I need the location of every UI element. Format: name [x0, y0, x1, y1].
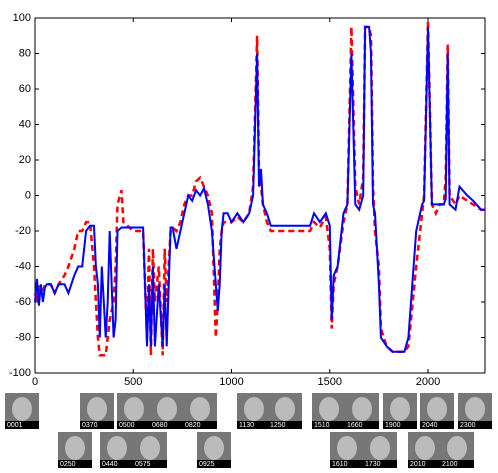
thumbnail-caption-bg	[80, 421, 114, 429]
thumbnail-label: 0370	[82, 422, 98, 429]
thumbnail-caption-bg	[330, 460, 364, 468]
y-tick-label: -60	[15, 296, 31, 308]
y-tick-label: -20	[15, 225, 31, 237]
thumbnail-face	[415, 436, 435, 460]
thumbnail-caption-bg	[458, 421, 492, 429]
thumbnail-face	[244, 397, 264, 421]
thumbnail-label: 0001	[7, 422, 23, 429]
y-tick-label: -100	[9, 367, 31, 379]
thumbnail-face	[140, 436, 160, 460]
y-tick-label: 100	[13, 12, 31, 24]
thumbnail-caption-bg	[383, 421, 417, 429]
plot-frame	[34, 17, 486, 374]
thumbnail-label: 1660	[347, 422, 363, 429]
thumbnail-label: 0500	[119, 422, 135, 429]
thumbnail-face	[319, 397, 339, 421]
x-tick-label: 2000	[416, 376, 440, 388]
y-tick-label: -80	[15, 331, 31, 343]
thumbnail-caption-bg	[183, 421, 217, 429]
thumbnail-caption-bg	[5, 421, 39, 429]
thumbnail-label: 1250	[270, 422, 286, 429]
thumbnail-face	[190, 397, 210, 421]
y-tick-label: 60	[19, 83, 31, 95]
thumbnail-label: 2010	[410, 461, 426, 468]
thumbnail-label: 1510	[314, 422, 330, 429]
thumbnail-caption-bg	[345, 421, 379, 429]
thumbnail-label: 1130	[239, 422, 254, 429]
thumbnail-face	[87, 397, 107, 421]
thumbnail-caption-bg	[150, 421, 184, 429]
thumbnail-label: 0440	[102, 461, 118, 468]
thumbnail-label: 2300	[460, 422, 476, 429]
thumbnail-label: 2100	[442, 461, 458, 468]
thumbnail-face	[447, 436, 467, 460]
y-tick-label: 40	[19, 118, 31, 130]
thumbnail-caption-bg	[312, 421, 346, 429]
thumbnail-label: 1610	[332, 461, 348, 468]
thumbnail-label: 0680	[152, 422, 168, 429]
thumbnail-label: 2040	[422, 422, 438, 429]
thumbnail-caption-bg	[420, 421, 454, 429]
x-tick-label: 500	[124, 376, 142, 388]
thumbnail-face	[275, 397, 295, 421]
thumbnail-label: 1730	[365, 461, 381, 468]
thumbnail-caption-bg	[100, 460, 134, 468]
thumbnail-caption-bg	[440, 460, 474, 468]
thumbnail-caption-bg	[237, 421, 271, 429]
thumbnail-caption-bg	[268, 421, 302, 429]
thumbnail-label: 0820	[185, 422, 201, 429]
x-tick-label: 0	[32, 376, 38, 388]
y-tick-label: 80	[19, 47, 31, 59]
x-tick-label: 1000	[219, 376, 243, 388]
thumbnail-caption-bg	[363, 460, 397, 468]
thumbnail-face	[157, 397, 177, 421]
thumbnail-face	[337, 436, 357, 460]
thumbnail-face	[427, 397, 447, 421]
thumbnail-face	[107, 436, 127, 460]
x-tick-label: 1500	[318, 376, 342, 388]
thumbnail-face	[352, 397, 372, 421]
thumbnail-label: 0575	[135, 461, 151, 468]
thumbnail-face	[65, 436, 85, 460]
thumbnail-face	[465, 397, 485, 421]
thumbnail-caption-bg	[408, 460, 442, 468]
thumbnail-caption-bg	[197, 460, 231, 468]
thumbnail-label: 1900	[385, 422, 401, 429]
y-tick-label: 20	[19, 154, 31, 166]
y-tick-label: 0	[25, 189, 31, 201]
series-line	[34, 25, 485, 353]
thumbnail-face	[390, 397, 410, 421]
thumbnail-label: 0925	[199, 461, 215, 468]
thumbnail-face	[370, 436, 390, 460]
thumbnail-caption-bg	[133, 460, 167, 468]
thumbnail-face	[12, 397, 32, 421]
thumbnail-face	[124, 397, 144, 421]
thumbnail-face	[204, 436, 224, 460]
thumbnail-caption-bg	[117, 421, 151, 429]
y-tick-label: -40	[15, 260, 31, 272]
thumbnail-label: 0250	[60, 461, 76, 468]
thumbnail-caption-bg	[58, 460, 92, 468]
